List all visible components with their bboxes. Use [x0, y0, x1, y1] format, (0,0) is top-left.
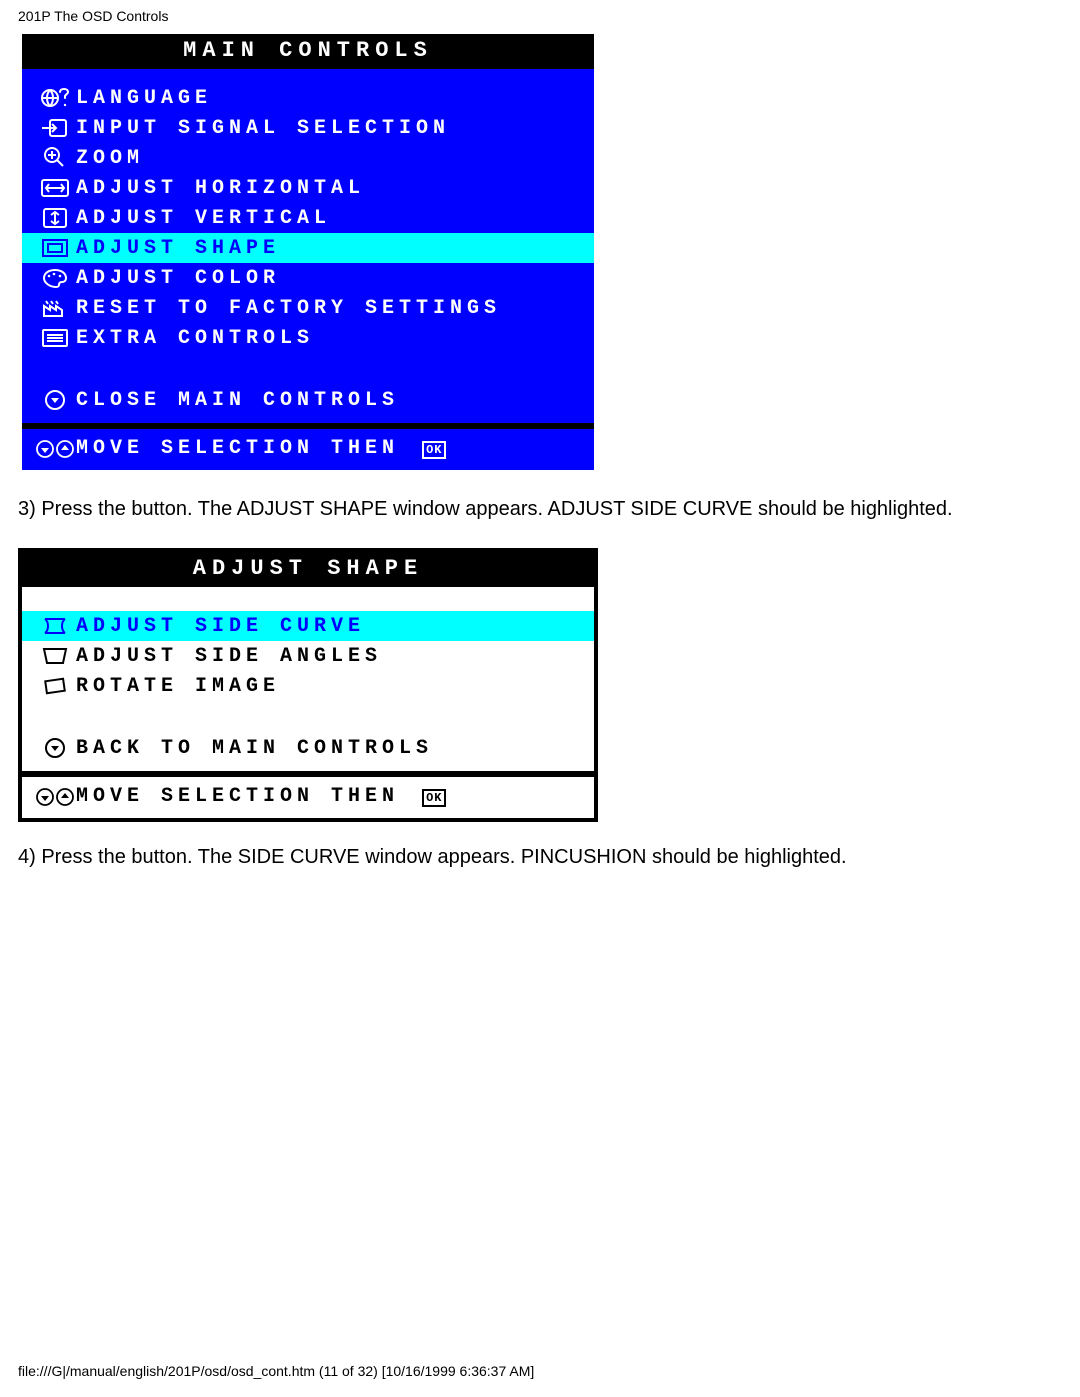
osd-main-footer: MOVE SELECTION THEN OK — [22, 429, 594, 470]
menu-item-adjust-vertical[interactable]: ADJUST VERTICAL — [22, 203, 594, 233]
shape-box-icon — [34, 238, 76, 258]
menu-label: ADJUST SIDE CURVE — [76, 615, 365, 638]
menu-label: CLOSE MAIN CONTROLS — [76, 389, 399, 412]
menu-label: ADJUST VERTICAL — [76, 207, 331, 230]
down-circle-icon — [34, 737, 76, 759]
menu-label: EXTRA CONTROLS — [76, 327, 314, 350]
menu-label: INPUT SIGNAL SELECTION — [76, 117, 450, 140]
rotate-icon — [34, 676, 76, 696]
spacer — [22, 701, 594, 733]
globe-question-icon — [34, 87, 76, 109]
menu-item-input-signal[interactable]: INPUT SIGNAL SELECTION — [22, 113, 594, 143]
menu-item-zoom[interactable]: ZOOM — [22, 143, 594, 173]
menu-label: ADJUST SHAPE — [76, 237, 280, 260]
down-circle-icon — [34, 389, 76, 411]
menu-label: ADJUST SIDE ANGLES — [76, 645, 382, 668]
menu-label: ZOOM — [76, 147, 144, 170]
horiz-arrows-icon — [34, 178, 76, 198]
up-down-circles-icon — [34, 440, 76, 458]
menu-item-extra-controls[interactable]: EXTRA CONTROLS — [22, 323, 594, 353]
instruction-step-3: 3) Press the button. The ADJUST SHAPE wi… — [18, 492, 998, 526]
osd-adjust-shape-panel: ADJUST SHAPE ADJUST SIDE CURVE ADJUST SI… — [18, 548, 598, 822]
menu-item-back-to-main[interactable]: BACK TO MAIN CONTROLS — [22, 733, 594, 763]
list-box-icon — [34, 328, 76, 348]
osd-main-controls-panel: MAIN CONTROLS LANGUAGE INPUT SIGNAL SELE… — [18, 30, 598, 474]
menu-item-close-main[interactable]: CLOSE MAIN CONTROLS — [22, 385, 594, 415]
page-footer: file:///G|/manual/english/201P/osd/osd_c… — [18, 1363, 534, 1379]
osd-shape-title: ADJUST SHAPE — [22, 552, 594, 587]
menu-item-language[interactable]: LANGUAGE — [22, 83, 594, 113]
footer-label: MOVE SELECTION THEN OK — [76, 785, 446, 808]
palette-icon — [34, 267, 76, 289]
menu-item-adjust-color[interactable]: ADJUST COLOR — [22, 263, 594, 293]
magnifier-plus-icon — [34, 146, 76, 170]
input-arrow-icon — [34, 117, 76, 139]
osd-shape-body: ADJUST SIDE CURVE ADJUST SIDE ANGLES ROT… — [22, 587, 594, 771]
footer-text: MOVE SELECTION THEN — [76, 785, 399, 808]
ok-icon: OK — [422, 441, 446, 459]
side-curve-icon — [34, 616, 76, 636]
menu-label: BACK TO MAIN CONTROLS — [76, 737, 433, 760]
osd-main-title: MAIN CONTROLS — [22, 34, 594, 69]
menu-item-reset-factory[interactable]: RESET TO FACTORY SETTINGS — [22, 293, 594, 323]
vert-arrows-icon — [34, 207, 76, 229]
up-down-circles-icon — [34, 788, 76, 806]
menu-item-adjust-side-angles[interactable]: ADJUST SIDE ANGLES — [22, 641, 594, 671]
menu-item-adjust-shape[interactable]: ADJUST SHAPE — [22, 233, 594, 263]
osd-shape-footer: MOVE SELECTION THEN OK — [22, 777, 594, 818]
menu-item-rotate-image[interactable]: ROTATE IMAGE — [22, 671, 594, 701]
ok-icon: OK — [422, 789, 446, 807]
menu-label: RESET TO FACTORY SETTINGS — [76, 297, 501, 320]
factory-icon — [34, 297, 76, 319]
page-header: 201P The OSD Controls — [18, 8, 1062, 24]
instruction-step-4: 4) Press the button. The SIDE CURVE wind… — [18, 840, 998, 874]
menu-label: LANGUAGE — [76, 87, 212, 110]
menu-label: ADJUST HORIZONTAL — [76, 177, 365, 200]
footer-label: MOVE SELECTION THEN OK — [76, 437, 446, 460]
osd-main-body: LANGUAGE INPUT SIGNAL SELECTION ZOOM — [22, 69, 594, 423]
menu-label: ROTATE IMAGE — [76, 675, 280, 698]
menu-label: ADJUST COLOR — [76, 267, 280, 290]
footer-text: MOVE SELECTION THEN — [76, 437, 399, 460]
menu-item-adjust-side-curve[interactable]: ADJUST SIDE CURVE — [22, 611, 594, 641]
side-angles-icon — [34, 646, 76, 666]
menu-item-adjust-horizontal[interactable]: ADJUST HORIZONTAL — [22, 173, 594, 203]
spacer — [22, 353, 594, 385]
